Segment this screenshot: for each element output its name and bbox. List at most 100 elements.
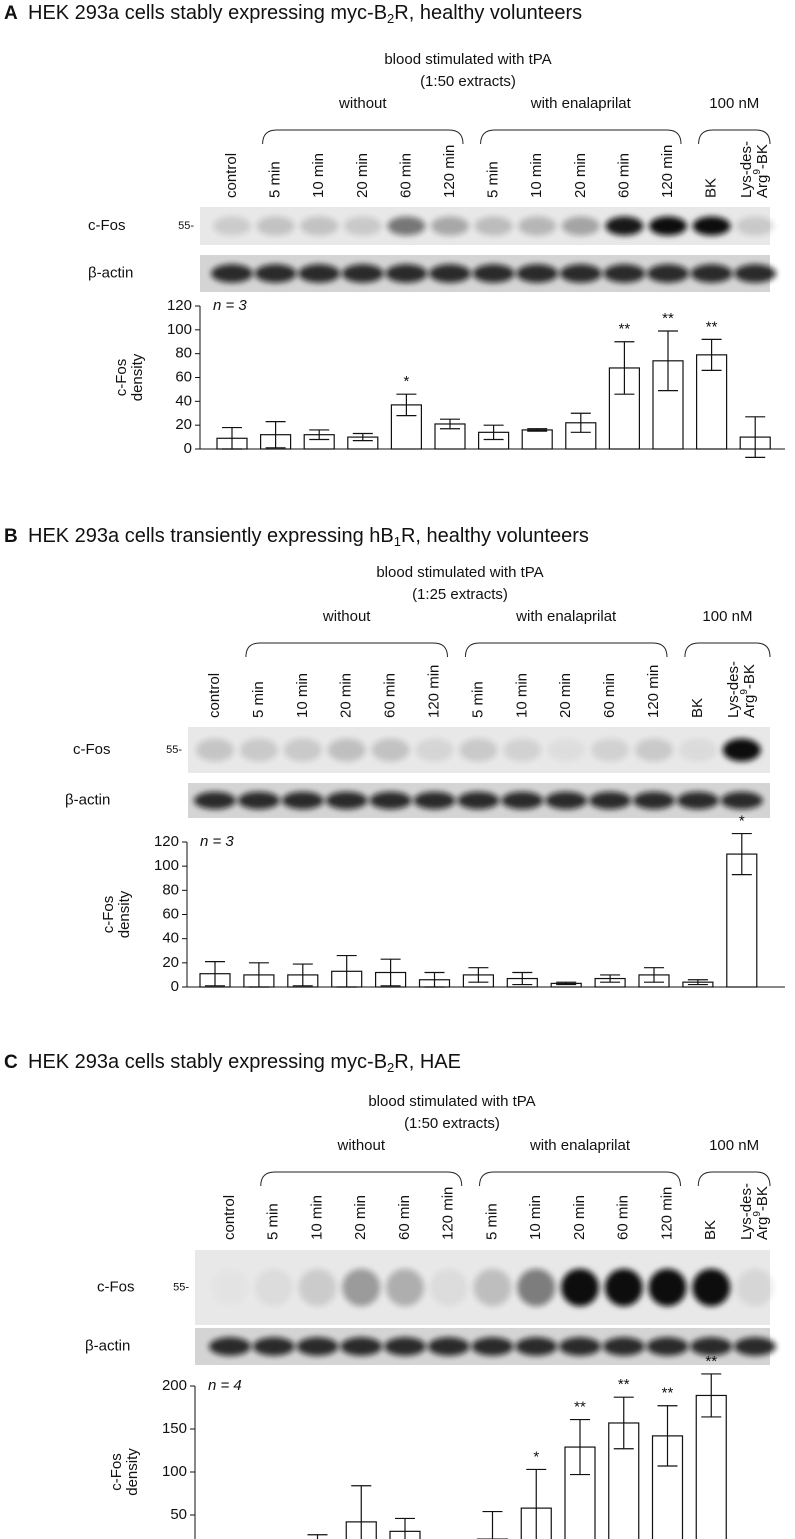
actin-band	[633, 791, 675, 810]
cfos-band	[678, 738, 717, 762]
actin-band	[516, 264, 559, 283]
actin-band	[298, 264, 341, 283]
actin-band	[457, 791, 500, 810]
lane-label: 60 min	[615, 153, 632, 198]
bar	[521, 429, 553, 450]
lane-label: 60 min	[397, 153, 414, 198]
n-annotation: n = 3	[213, 297, 247, 314]
group-bracket	[479, 1171, 681, 1187]
y-tick-label: 20	[162, 954, 179, 971]
cfos-band	[387, 216, 426, 236]
lane-label: 10 min	[528, 153, 545, 198]
actin-band	[209, 1337, 251, 1356]
lane-label: Arg9-BK	[752, 144, 771, 198]
lane-label: 60 min	[601, 673, 618, 718]
lane-label: 5 min	[469, 681, 486, 718]
y-axis-label: density	[116, 890, 133, 938]
lane-label: 10 min	[310, 153, 327, 198]
cfos-band	[605, 216, 644, 236]
bar	[608, 367, 641, 450]
mw-marker: 55-	[173, 1281, 189, 1293]
group-label: with enalaprilat	[530, 95, 632, 112]
actin-band	[252, 1337, 295, 1356]
lane-label: 120 min	[645, 665, 662, 718]
significance-star: **	[618, 1376, 630, 1393]
lane-label: 5 min	[483, 1203, 500, 1240]
lane-part: 9	[738, 689, 749, 695]
blot-label: c-Fos	[73, 741, 111, 758]
cfos-band	[256, 216, 295, 236]
cfos-band	[736, 1268, 774, 1307]
cfos-band	[649, 216, 687, 236]
actin-band	[340, 1337, 383, 1356]
y-tick-label: 80	[175, 345, 192, 362]
group-label: without	[338, 95, 387, 112]
cfos-band	[459, 738, 498, 762]
panel-title: HEK 293a cells stably expressing myc-B2R…	[28, 2, 582, 26]
lane-label: 120 min	[425, 665, 442, 718]
lane-label: Lys-des-	[738, 141, 755, 198]
lane-part: Arg	[741, 695, 758, 718]
lane-part: 9	[752, 1211, 763, 1217]
cfos-band	[371, 738, 410, 762]
cfos-band	[431, 216, 469, 236]
cfos-band	[473, 1268, 512, 1307]
lane-label: 120 min	[658, 1187, 675, 1240]
lane-label: 20 min	[571, 1195, 588, 1240]
cfos-band	[239, 738, 278, 762]
cfos-band	[692, 216, 731, 236]
lane-label: 20 min	[572, 153, 589, 198]
cfos-band	[300, 216, 339, 236]
significance-star: **	[662, 1385, 674, 1402]
lane-label: BK	[703, 178, 720, 198]
actin-band	[676, 791, 719, 810]
cfos-band	[211, 1269, 249, 1307]
cfos-band	[196, 738, 234, 762]
y-tick-label: 100	[154, 857, 179, 874]
actin-band	[429, 264, 471, 283]
group-bracket	[260, 1171, 463, 1187]
actin-band	[384, 1337, 426, 1356]
lane-part: -BK	[754, 144, 771, 169]
cfos-band	[342, 1268, 381, 1307]
cfos-band	[503, 738, 542, 762]
panel-title: HEK 293a cells transiently expressing hB…	[28, 525, 589, 549]
actin-band	[603, 264, 646, 283]
y-tick-label: 0	[171, 978, 179, 995]
y-axis-label: c-Fos	[108, 1453, 125, 1491]
lane-label: 10 min	[308, 1195, 325, 1240]
actin-band	[589, 791, 632, 810]
lane-label: 120 min	[440, 1187, 457, 1240]
actin-band	[427, 1337, 470, 1356]
header-text: (1:25 extracts)	[412, 586, 508, 603]
header-text: (1:50 extracts)	[420, 73, 516, 90]
title-part: R, healthy volunteers	[394, 2, 582, 24]
cfos-band	[591, 738, 630, 762]
actin-band	[720, 791, 763, 810]
lane-label: 20 min	[354, 153, 371, 198]
actin-band	[646, 1337, 689, 1356]
lane-part: -BK	[754, 1186, 771, 1211]
significance-star: **	[662, 310, 674, 327]
bar	[695, 1394, 727, 1539]
header-text: blood stimulated with tPA	[368, 1093, 535, 1110]
blot-label: β-actin	[88, 264, 133, 281]
group-bracket	[262, 129, 464, 145]
lane-label: 5 min	[485, 161, 502, 198]
actin-band	[296, 1337, 339, 1356]
cfos-band	[254, 1268, 293, 1307]
lane-label: Lys-des-	[738, 1183, 755, 1240]
group-label: without	[336, 1137, 385, 1154]
cfos-band	[298, 1268, 337, 1307]
cfos-band	[283, 738, 322, 762]
actin-band	[647, 264, 689, 283]
title-part: 2	[387, 1060, 394, 1075]
y-axis-label: c-Fos	[113, 359, 130, 397]
group-label: with enalaprilat	[515, 608, 617, 625]
lane-label: Lys-des-	[725, 661, 742, 718]
y-tick-label: 200	[162, 1377, 187, 1394]
lane-label: 20 min	[352, 1195, 369, 1240]
actin-band	[385, 264, 428, 283]
title-part: HEK 293a cells stably expressing myc-B	[28, 2, 387, 24]
blot-label: β-actin	[65, 791, 110, 808]
